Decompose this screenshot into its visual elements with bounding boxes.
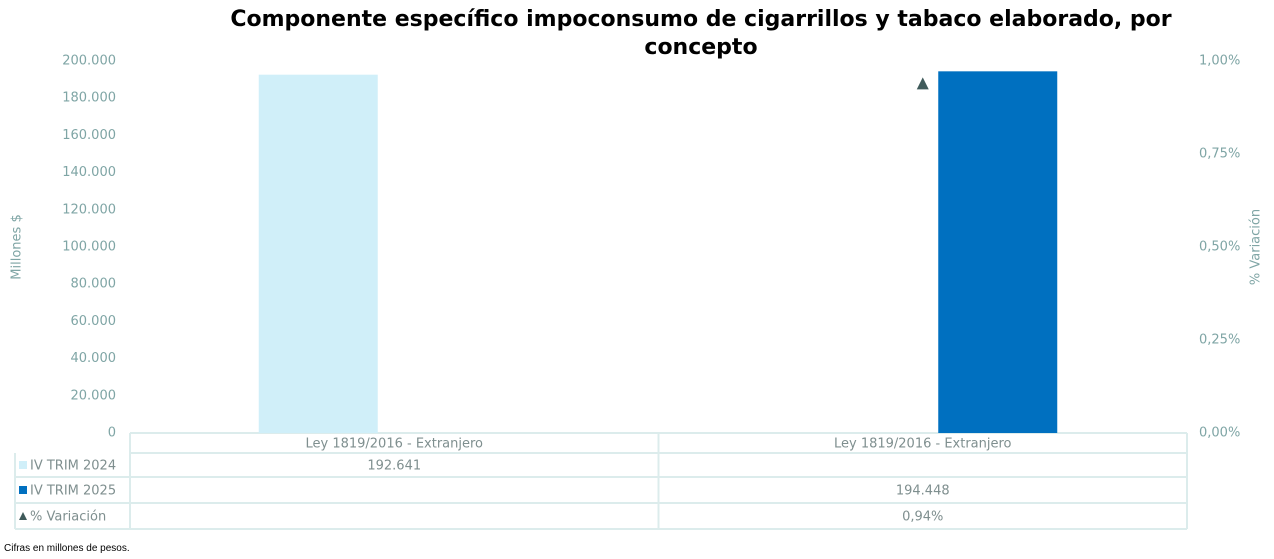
legend-symbol bbox=[19, 486, 27, 494]
table-header: Ley 1819/2016 - Extranjero bbox=[834, 437, 1012, 452]
table-value: 0,94% bbox=[902, 510, 943, 525]
y-axis-label: Millones $ bbox=[10, 214, 25, 279]
legend-symbol bbox=[19, 512, 27, 520]
y-tick-label: 140.000 bbox=[62, 165, 116, 180]
y2-tick-label: 0,50% bbox=[1199, 240, 1240, 255]
y2-axis-label: % Variación bbox=[1249, 209, 1264, 285]
y-tick-label: 180.000 bbox=[62, 91, 116, 106]
table-value: 192.641 bbox=[367, 459, 421, 474]
legend-symbol bbox=[19, 461, 27, 469]
y-tick-label: 100.000 bbox=[62, 240, 116, 255]
y-tick-label: 200.000 bbox=[62, 54, 116, 69]
legend-label: IV TRIM 2025 bbox=[30, 484, 116, 499]
y2-tick-label: 0,00% bbox=[1199, 426, 1240, 441]
footnote: Cifras en millones de pesos. bbox=[4, 543, 130, 554]
y-tick-label: 40.000 bbox=[71, 351, 117, 366]
table-header: Ley 1819/2016 - Extranjero bbox=[305, 437, 483, 452]
bar bbox=[258, 74, 378, 433]
y2-tick-label: 0,25% bbox=[1199, 333, 1240, 348]
y-tick-label: 60.000 bbox=[71, 314, 117, 329]
table-value: 194.448 bbox=[896, 484, 950, 499]
y-tick-label: 80.000 bbox=[71, 277, 117, 292]
legend-label: IV TRIM 2024 bbox=[30, 459, 116, 474]
y-tick-label: 160.000 bbox=[62, 128, 116, 143]
y2-tick-label: 0,75% bbox=[1199, 147, 1240, 162]
y-tick-label: 120.000 bbox=[62, 202, 116, 217]
y-tick-label: 20.000 bbox=[71, 388, 117, 403]
y-tick-label: 0 bbox=[108, 426, 116, 441]
chart-title: Componente específico impoconsumo de cig… bbox=[230, 7, 1172, 60]
bar bbox=[938, 71, 1058, 433]
y2-tick-label: 1,00% bbox=[1199, 54, 1240, 69]
legend-label: % Variación bbox=[30, 510, 106, 525]
marker bbox=[916, 77, 929, 90]
